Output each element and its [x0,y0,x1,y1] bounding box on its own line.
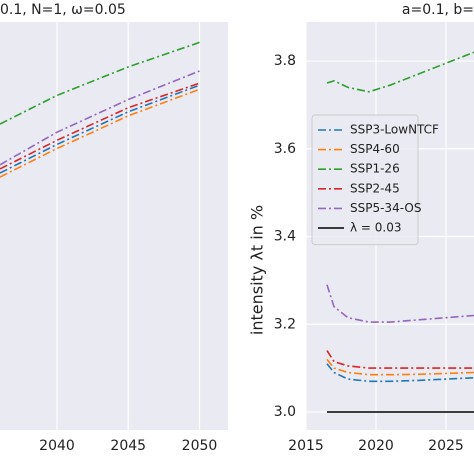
y-tick-label: 3.0 [274,404,296,420]
legend-label: SSP5-34-OS [350,201,421,215]
legend-label: SSP3-LowNTCF [350,123,439,137]
y-tick-label: 3.6 [274,141,296,157]
y-tick-label: 3.4 [274,229,296,245]
series-line [326,284,474,323]
y-tick-label: 3.2 [274,316,296,332]
legend-label: SSP1-26 [350,162,400,176]
legend-box [311,114,419,246]
series-line [0,70,200,166]
series-group [0,41,200,178]
x-tick-label: 2025 [428,438,464,454]
legend-label: SSP4-60 [350,142,400,156]
series-line [0,88,200,178]
x-tick-label: 2045 [110,438,146,454]
x-tick-label: 2040 [39,438,75,454]
chart-title: 0.1, N=1, ω=0.05 [0,2,126,18]
chart-title: a=0.1, b= [402,2,474,18]
x-tick-label: 2020 [358,438,394,454]
series-line [0,82,200,170]
series-line [0,41,200,125]
plot-area [0,22,228,430]
x-tick-label: 2050 [182,438,218,454]
series-line [0,84,200,174]
series-line [326,358,474,376]
series-line [326,350,474,369]
legend-label: λ = 0.03 [350,221,402,235]
x-tick-label: 2015 [288,438,324,454]
y-axis-label: intensity λt in % [248,205,267,335]
series-group [326,51,474,413]
y-tick-label: 3.8 [274,53,296,69]
legend-label: SSP2-45 [350,181,400,195]
series-line [326,51,474,93]
